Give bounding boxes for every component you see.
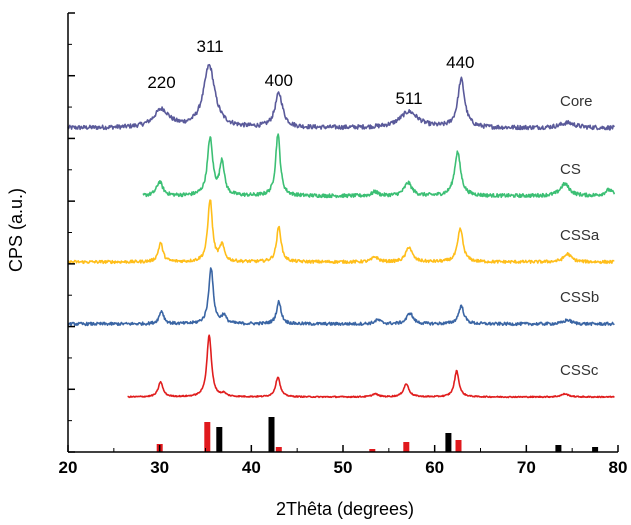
reference-bar-black	[445, 433, 451, 452]
reference-bar-black	[269, 417, 275, 452]
peak-label-400: 400	[265, 71, 293, 90]
peak-label-511: 511	[395, 89, 422, 108]
x-tick-label: 80	[609, 458, 628, 477]
reference-bar-red	[403, 442, 409, 452]
x-tick-label: 30	[150, 458, 169, 477]
series-line-cssa	[68, 200, 614, 263]
series-labels: Core CS CSSa CSSb CSSc	[560, 93, 600, 379]
y-axis-label: CPS (a.u.)	[6, 188, 26, 272]
x-tick-label: 40	[242, 458, 261, 477]
peak-label-220: 220	[147, 73, 175, 92]
series-label-cssb: CSSb	[560, 289, 599, 306]
series-label-cssa: CSSa	[560, 227, 600, 244]
series-line-cssb	[68, 268, 614, 325]
peak-label-440: 440	[446, 53, 474, 72]
y-ticks	[68, 13, 75, 452]
reference-bar-red	[204, 422, 210, 452]
x-tick-label: 70	[517, 458, 536, 477]
diffraction-curves	[68, 65, 614, 398]
series-label-cssc: CSSc	[560, 362, 599, 379]
reference-bar-black	[216, 427, 222, 452]
series-line-cssc	[128, 335, 615, 397]
x-tick-label: 20	[59, 458, 78, 477]
series-label-cs: CS	[560, 161, 581, 178]
x-ticks: 20 30 40 50 60 70 80	[59, 445, 628, 477]
reference-bars	[157, 417, 598, 452]
reference-bar-red	[456, 440, 462, 452]
x-tick-label: 50	[334, 458, 353, 477]
peak-label-311: 311	[197, 37, 224, 56]
series-label-core: Core	[560, 93, 593, 110]
reference-bar-black	[555, 445, 561, 452]
x-tick-label: 60	[425, 458, 444, 477]
peak-labels: 220 311 400 511 440	[147, 37, 474, 108]
series-line-cs	[143, 134, 614, 197]
x-axis-label: 2Thêta (degrees)	[276, 499, 414, 519]
